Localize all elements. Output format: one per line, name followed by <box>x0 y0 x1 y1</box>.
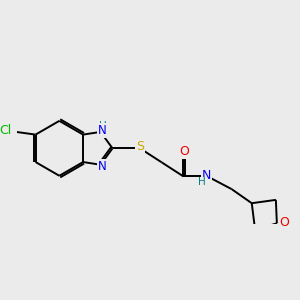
Text: H: H <box>99 121 107 131</box>
Text: H: H <box>198 178 206 188</box>
Text: S: S <box>136 140 144 154</box>
Text: O: O <box>180 145 189 158</box>
Text: N: N <box>98 160 107 172</box>
Text: O: O <box>279 216 289 229</box>
Text: Cl: Cl <box>0 124 12 137</box>
Text: N: N <box>98 124 107 137</box>
Text: N: N <box>202 169 211 182</box>
